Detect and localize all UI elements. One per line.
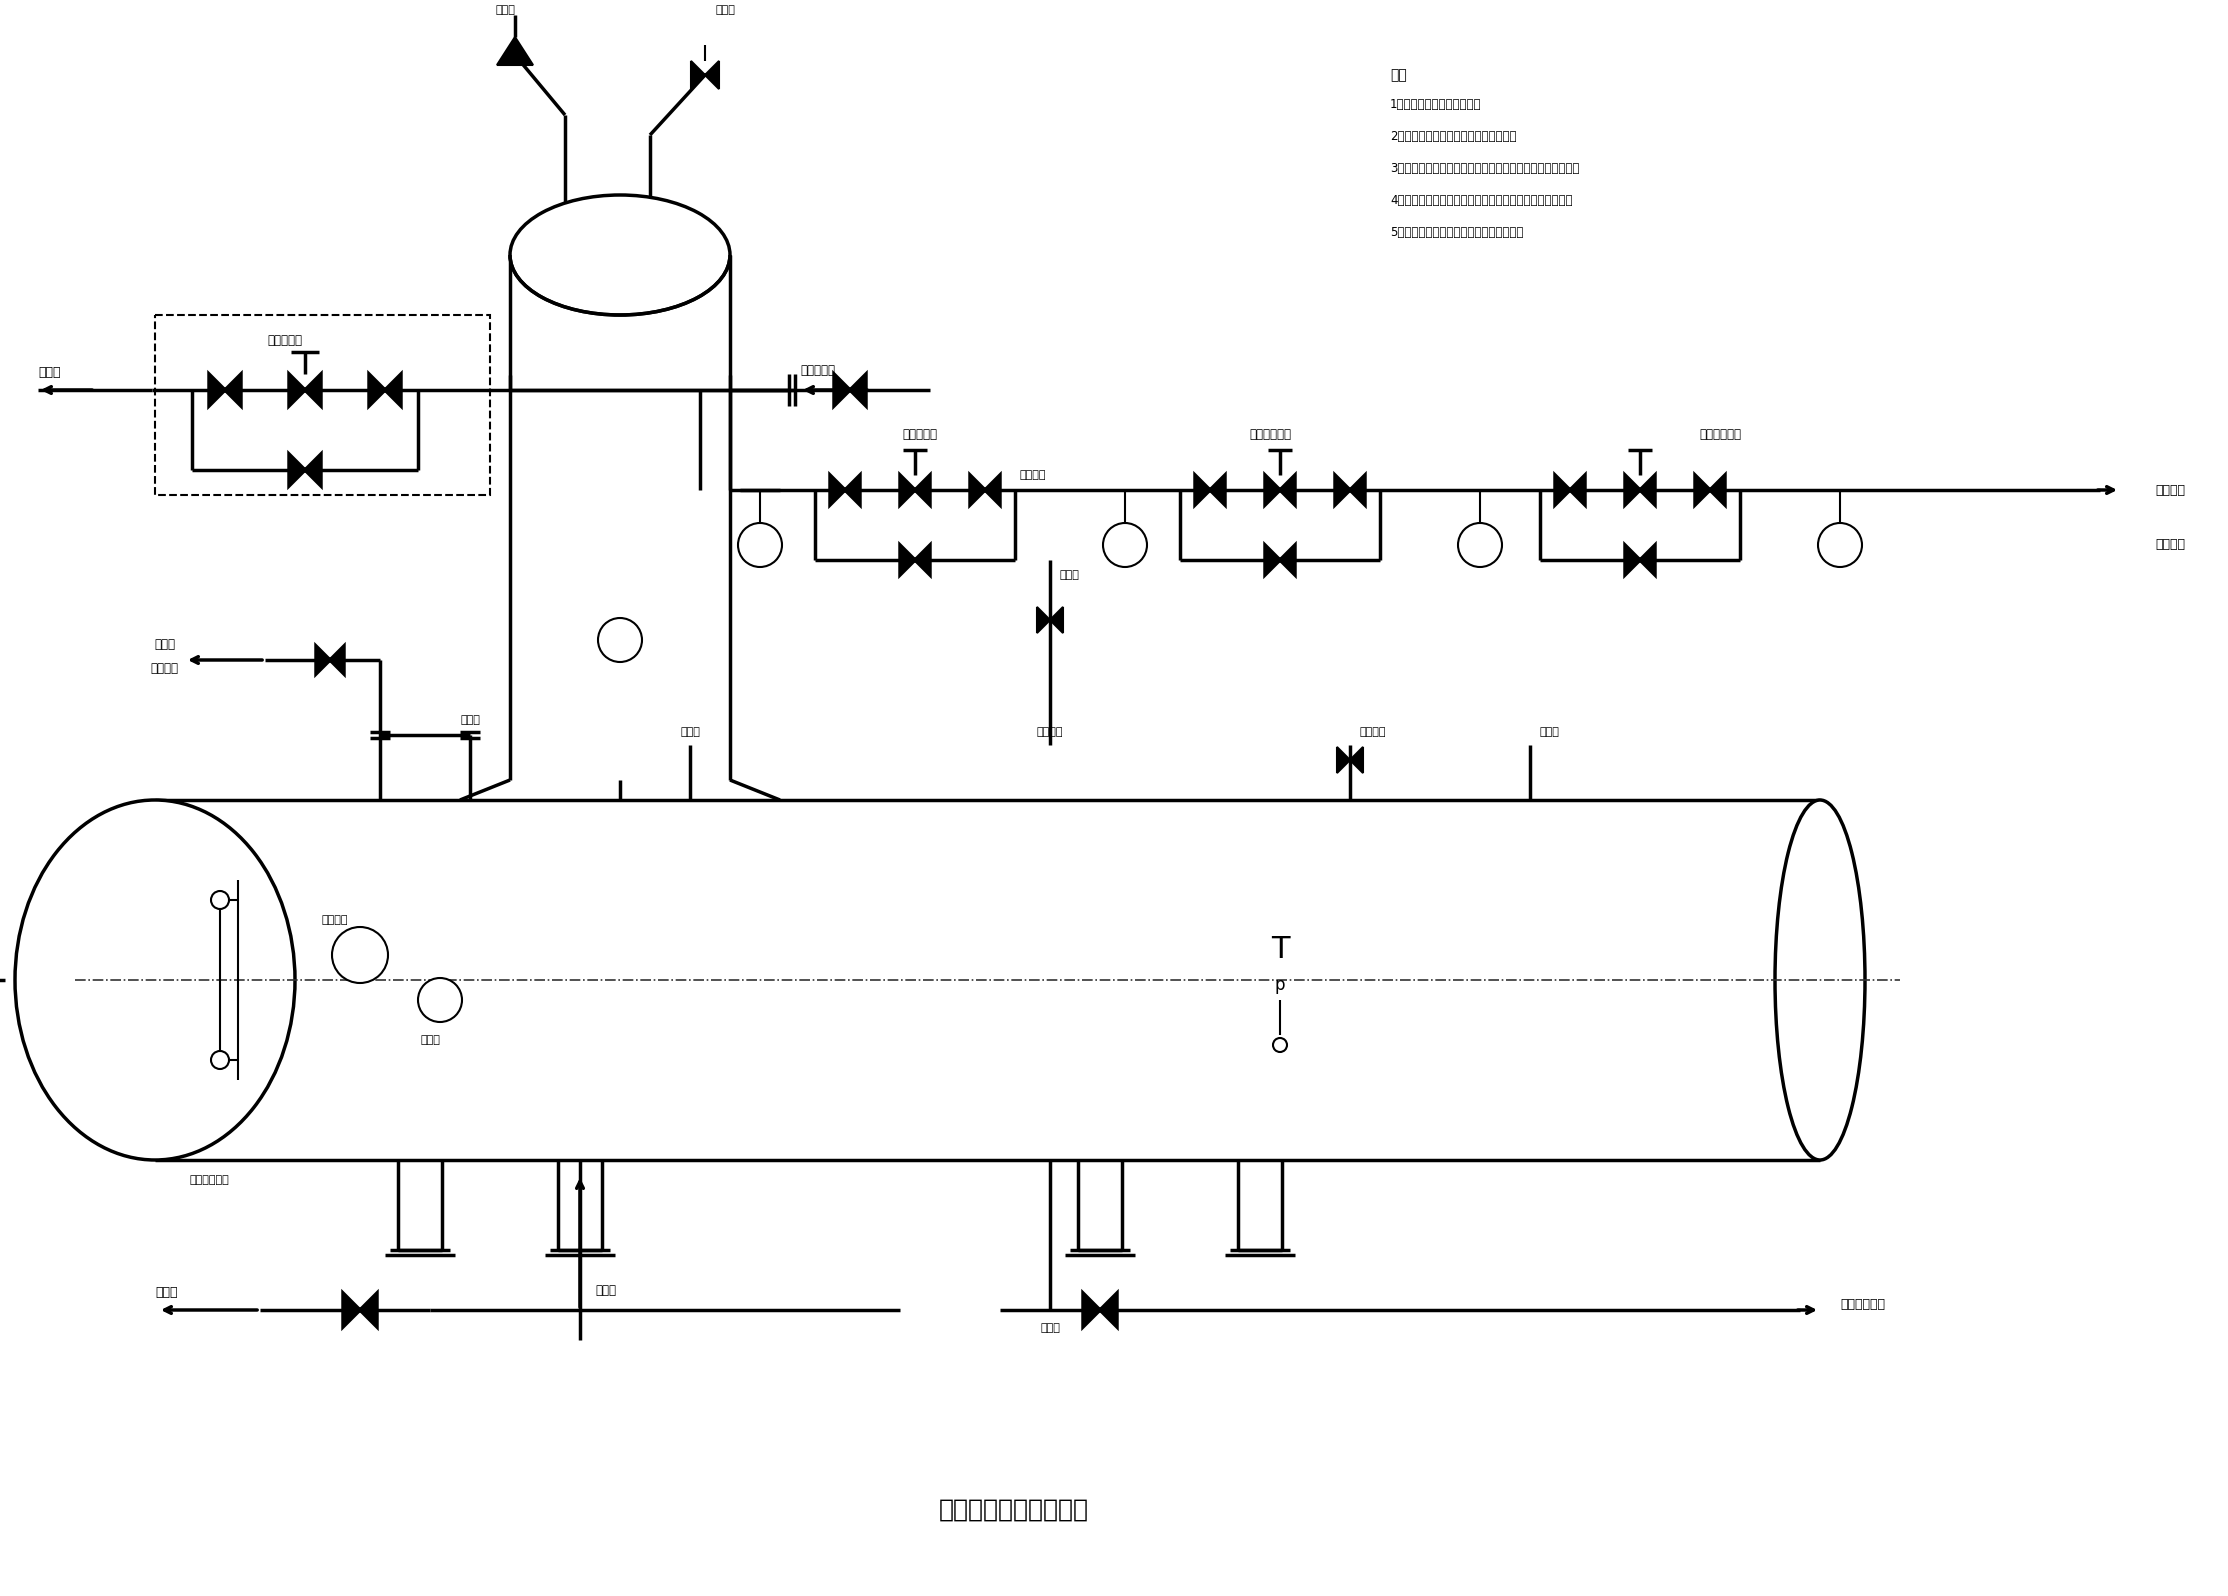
- Text: 电动调节阀: 电动调节阀: [267, 334, 303, 346]
- Text: 2、电动调节阀的调节由基本回路完成；: 2、电动调节阀的调节由基本回路完成；: [1390, 129, 1517, 144]
- Text: 疏水器调节片: 疏水器调节片: [189, 1175, 229, 1184]
- Text: 热水出口: 热水出口: [2154, 538, 2186, 552]
- Bar: [156, 314, 490, 495]
- Ellipse shape: [1776, 800, 1865, 1160]
- Polygon shape: [969, 476, 1000, 504]
- Text: 给水口: 给水口: [156, 1285, 178, 1299]
- Polygon shape: [370, 373, 401, 405]
- Polygon shape: [316, 646, 343, 674]
- Polygon shape: [900, 476, 929, 504]
- Circle shape: [1818, 523, 1863, 567]
- Circle shape: [1103, 523, 1147, 567]
- Text: 5、若有告警，则应以产量开展相关处理。: 5、若有告警，则应以产量开展相关处理。: [1390, 227, 1524, 239]
- Text: 排汽阀: 排汽阀: [715, 5, 735, 14]
- Polygon shape: [691, 61, 720, 89]
- Text: 热力除氧器系统流程图: 热力除氧器系统流程图: [938, 1499, 1089, 1523]
- Circle shape: [1272, 1037, 1288, 1052]
- Text: 来水口: 来水口: [38, 365, 60, 378]
- Polygon shape: [1624, 544, 1655, 575]
- Text: 4、水箱容量上一般须满容，气体容量之一般须保持压力；: 4、水箱容量上一般须满容，气体容量之一般须保持压力；: [1390, 195, 1573, 207]
- Text: 3、图纸描述若涉及其他控制回路，则可在主控上电动操作；: 3、图纸描述若涉及其他控制回路，则可在主控上电动操作；: [1390, 163, 1580, 176]
- Polygon shape: [1337, 747, 1364, 772]
- Ellipse shape: [510, 195, 731, 314]
- Text: 放水口: 放水口: [1540, 728, 1560, 737]
- Text: 安全阀: 安全阀: [495, 5, 515, 14]
- Polygon shape: [343, 1293, 377, 1326]
- Text: 注：: 注：: [1390, 69, 1406, 81]
- Polygon shape: [1083, 1293, 1116, 1326]
- Text: 疏排水: 疏排水: [1061, 570, 1081, 579]
- Text: 热水出口: 热水出口: [2154, 484, 2186, 496]
- Polygon shape: [1036, 606, 1063, 634]
- Circle shape: [212, 891, 229, 910]
- Text: 来水口: 来水口: [595, 1283, 615, 1296]
- Text: 电磁调节阀: 电磁调节阀: [902, 428, 938, 442]
- Text: 循水阀口: 循水阀口: [1036, 728, 1063, 737]
- Polygon shape: [1696, 476, 1724, 504]
- Text: 控制阀组: 控制阀组: [149, 661, 178, 675]
- Circle shape: [419, 978, 461, 1021]
- Ellipse shape: [16, 800, 294, 1160]
- Text: 液位计口: 液位计口: [321, 915, 348, 926]
- Circle shape: [332, 927, 388, 983]
- Polygon shape: [900, 544, 929, 575]
- Polygon shape: [1335, 476, 1366, 504]
- Text: 来水口: 来水口: [1040, 1323, 1061, 1333]
- Text: 给水口: 给水口: [154, 638, 176, 651]
- Circle shape: [737, 523, 782, 567]
- Text: 循环水泵: 循环水泵: [1020, 469, 1047, 480]
- Text: 安全阀口: 安全阀口: [1359, 728, 1386, 737]
- Text: 来水进水口: 来水进水口: [800, 364, 836, 377]
- Polygon shape: [831, 476, 860, 504]
- Text: 软化水出水管: 软化水出水管: [1840, 1299, 1885, 1312]
- Text: 液位计: 液位计: [421, 1034, 439, 1045]
- Text: 补水口: 补水口: [459, 715, 479, 725]
- Polygon shape: [833, 373, 867, 405]
- Polygon shape: [290, 453, 321, 487]
- Polygon shape: [1266, 476, 1294, 504]
- Text: 放水口: 放水口: [680, 728, 700, 737]
- Text: 循环泵大压阀: 循环泵大压阀: [1250, 428, 1290, 442]
- Text: 循环泵大压阀: 循环泵大压阀: [1700, 428, 1740, 442]
- Circle shape: [212, 1052, 229, 1069]
- Circle shape: [597, 618, 642, 662]
- Polygon shape: [1194, 476, 1225, 504]
- Polygon shape: [1624, 476, 1655, 504]
- Circle shape: [1457, 523, 1502, 567]
- Polygon shape: [1266, 544, 1294, 575]
- Text: T: T: [1270, 935, 1290, 964]
- Text: 1、装置范围阀门均为手动；: 1、装置范围阀门均为手动；: [1390, 97, 1482, 112]
- Text: p: p: [1274, 977, 1286, 994]
- Polygon shape: [497, 37, 532, 65]
- Polygon shape: [209, 373, 241, 405]
- Polygon shape: [1555, 476, 1584, 504]
- Polygon shape: [290, 373, 321, 405]
